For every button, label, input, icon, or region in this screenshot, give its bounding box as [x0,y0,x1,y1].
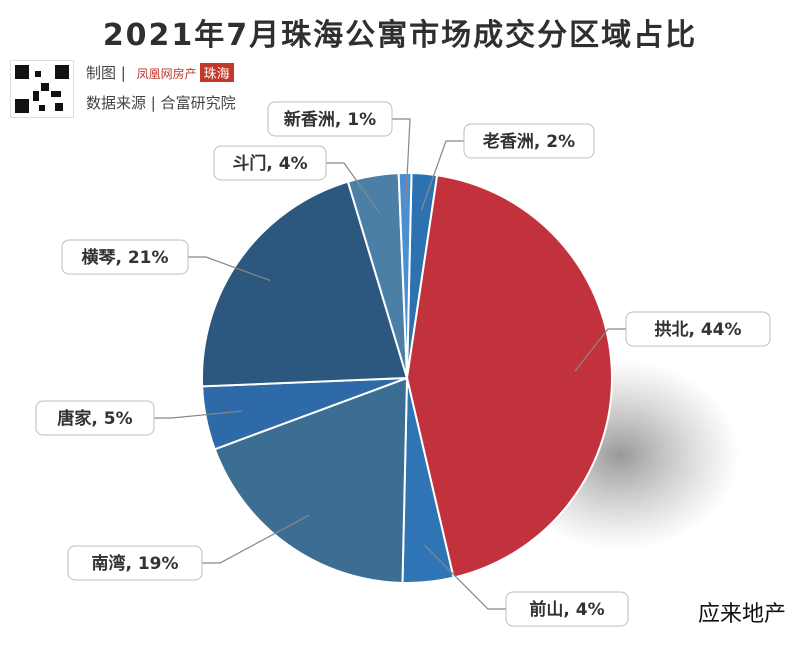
slice-label-6: 横琴, 21% [81,247,168,268]
slice-label-1: 老香洲, 2% [482,131,575,152]
leader-line-7 [326,162,380,213]
chart-title: 2021年7月珠海公寓市场成交分区域占比 [102,18,698,53]
leader-line-1 [420,140,464,211]
label-box-1 [463,123,595,159]
source-name: 合富研究院 [160,94,236,112]
brand-logo: 凤凰网房产 [136,67,197,81]
leader-line-4 [202,514,310,564]
label-box-2 [625,311,771,347]
leader-line-5 [154,410,243,419]
source-label: 数据来源 [86,94,147,112]
credit-text: 应来地产 [697,602,786,627]
slice-label-3: 前山, 4% [529,599,604,620]
label-box-3 [505,591,629,627]
leader-line-8 [392,118,411,210]
label-box-7 [213,145,327,181]
slice-label-8: 新香洲, 1% [284,109,376,130]
slice-label-7: 斗门, 4% [232,153,307,174]
label-box-4 [67,545,203,581]
pie-slice-8 [397,172,413,379]
pie-slice-4 [213,376,409,584]
slice-label-5: 唐家, 5% [57,408,132,429]
pie-slice-6 [201,180,409,388]
slice-label-2: 拱北, 44% [654,319,741,340]
label-box-6 [61,239,189,275]
leader-line-6 [188,256,271,282]
made-by-label: 制图 [86,64,117,82]
made-by-row: 制图 | 凤凰网房产 珠海 [86,62,234,83]
data-source-row: 数据来源 | 合富研究院 [86,94,236,112]
leader-line-3 [423,544,506,610]
brand-tag: 珠海 [199,63,234,82]
qr-code-icon [10,60,74,118]
leader-line-2 [574,328,626,372]
label-box-8 [267,101,393,137]
pie-slice-2 [405,174,613,579]
label-box-5 [35,400,155,436]
slice-label-4: 南湾, 19% [91,553,178,574]
